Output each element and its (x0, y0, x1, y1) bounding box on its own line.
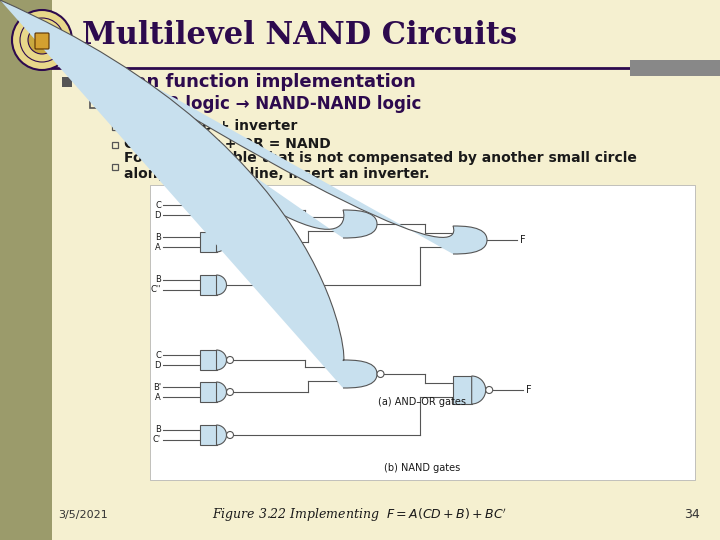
Text: (a) AND–OR gates: (a) AND–OR gates (379, 397, 467, 407)
FancyBboxPatch shape (200, 232, 217, 252)
PathPatch shape (0, 226, 487, 540)
FancyBboxPatch shape (630, 60, 720, 76)
FancyBboxPatch shape (200, 350, 217, 370)
Text: C': C' (153, 435, 161, 444)
Text: F: F (520, 235, 526, 245)
Circle shape (28, 26, 56, 54)
FancyBboxPatch shape (200, 425, 217, 445)
Text: D: D (155, 211, 161, 219)
Circle shape (227, 388, 233, 395)
Text: Multilevel NAND Circuits: Multilevel NAND Circuits (82, 19, 517, 51)
PathPatch shape (0, 360, 377, 540)
Text: C: C (155, 200, 161, 210)
Text: A: A (156, 393, 161, 402)
Text: D: D (155, 361, 161, 369)
Text: AND-OR logic → NAND-NAND logic: AND-OR logic → NAND-NAND logic (105, 95, 421, 113)
FancyBboxPatch shape (200, 200, 217, 220)
Text: B: B (155, 275, 161, 285)
Circle shape (12, 10, 72, 70)
Wedge shape (217, 275, 227, 295)
Text: For every bubble that is not compensated by another small circle
along the same : For every bubble that is not compensated… (124, 151, 637, 181)
FancyBboxPatch shape (453, 376, 472, 404)
FancyBboxPatch shape (200, 275, 217, 295)
Text: C'': C'' (150, 286, 161, 294)
Circle shape (377, 370, 384, 377)
Circle shape (227, 356, 233, 363)
Wedge shape (217, 200, 227, 220)
Circle shape (227, 431, 233, 438)
Wedge shape (472, 376, 486, 404)
Text: AND → AND + inverter: AND → AND + inverter (124, 119, 297, 133)
Wedge shape (217, 382, 227, 402)
FancyBboxPatch shape (150, 185, 695, 480)
Wedge shape (217, 425, 227, 445)
Text: B: B (155, 233, 161, 241)
FancyBboxPatch shape (0, 0, 52, 540)
FancyBboxPatch shape (200, 382, 217, 402)
Text: B': B' (153, 382, 161, 392)
Text: B: B (155, 426, 161, 435)
Wedge shape (217, 232, 227, 252)
Text: OR: inverter + OR = NAND: OR: inverter + OR = NAND (124, 137, 330, 151)
Text: 3/5/2021: 3/5/2021 (58, 510, 108, 520)
Wedge shape (217, 350, 227, 370)
Text: A: A (156, 242, 161, 252)
PathPatch shape (0, 210, 377, 540)
Text: Boolean function implementation: Boolean function implementation (78, 73, 415, 91)
Text: 34: 34 (684, 509, 700, 522)
Text: F: F (526, 385, 531, 395)
FancyBboxPatch shape (35, 33, 49, 49)
FancyBboxPatch shape (62, 77, 72, 87)
Circle shape (486, 387, 492, 394)
Text: Figure 3.22 Implementing  $F = A(CD + B) + BC'$: Figure 3.22 Implementing $F = A(CD + B) … (212, 507, 508, 524)
Text: C: C (155, 350, 161, 360)
Text: (b) NAND gates: (b) NAND gates (384, 463, 461, 473)
